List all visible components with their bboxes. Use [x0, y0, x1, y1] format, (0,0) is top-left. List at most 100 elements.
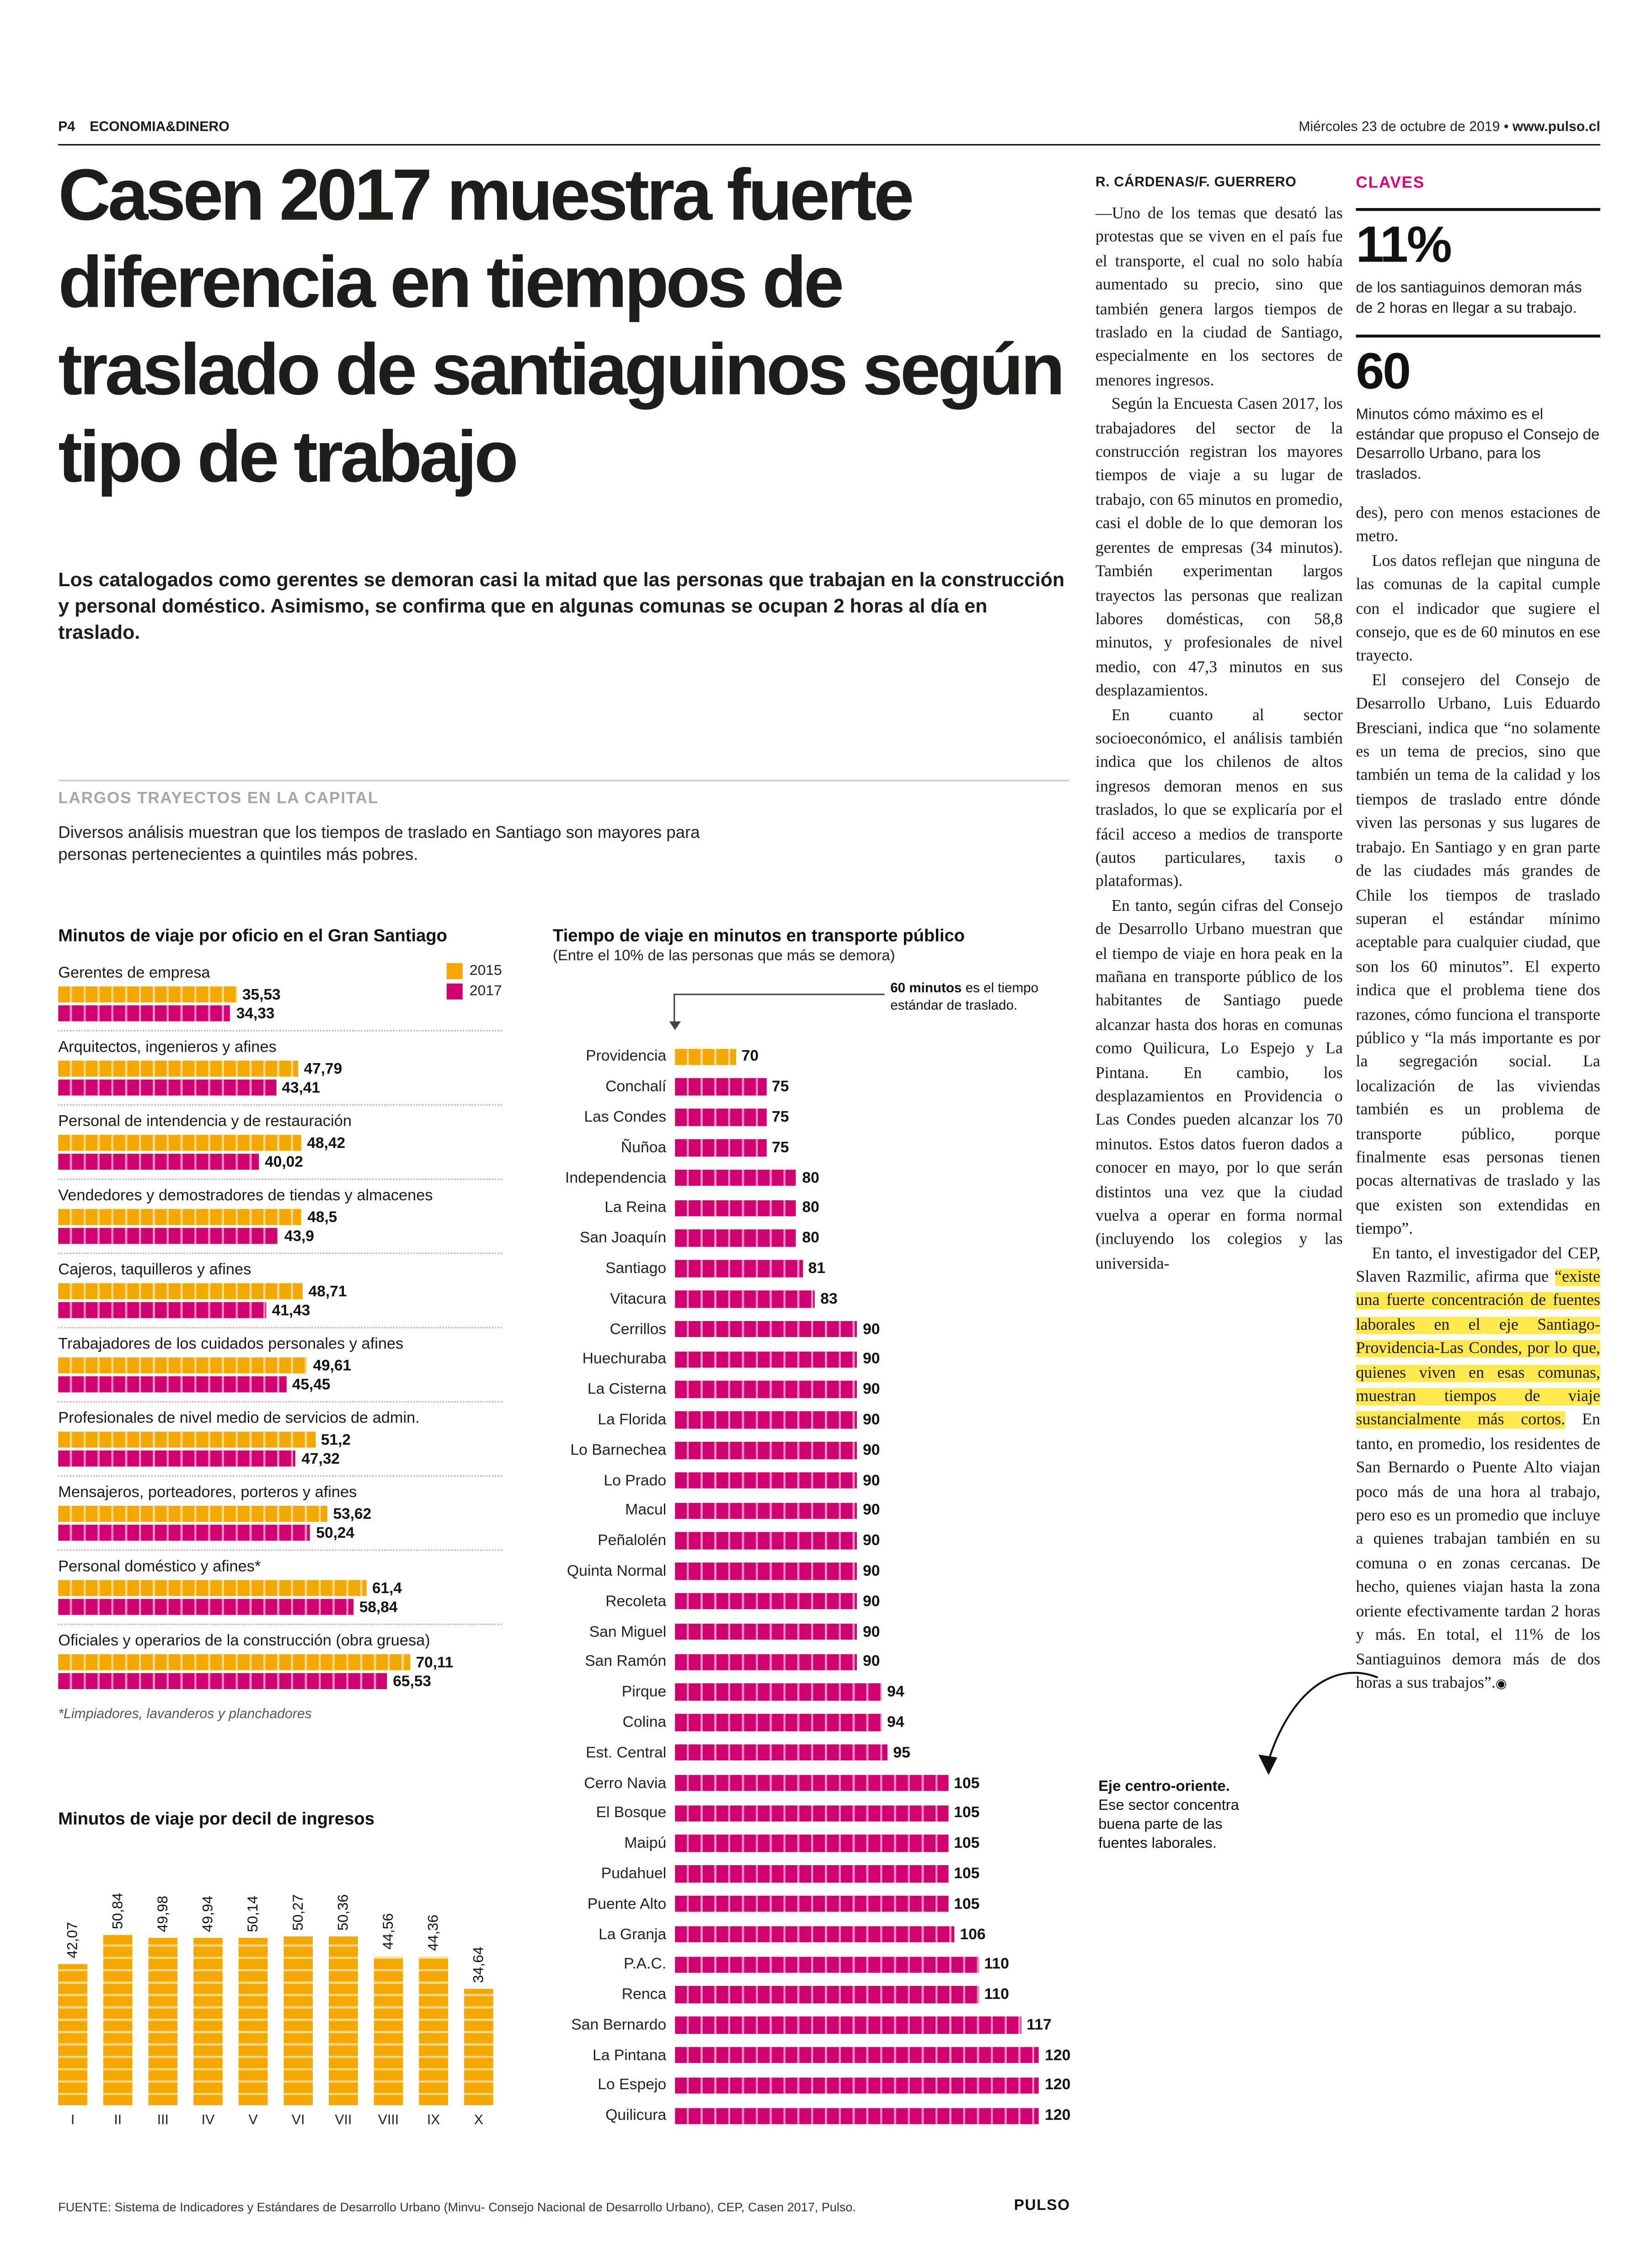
comuna-row: Recoleta 90: [553, 1586, 1076, 1616]
comuna-row: El Bosque 105: [553, 1798, 1076, 1828]
comuna-bar: [675, 1562, 857, 1580]
comuna-row: Vitacura 83: [553, 1284, 1076, 1314]
comuna-value: 120: [1045, 2107, 1071, 2125]
bar-2017: [58, 1376, 287, 1392]
comuna-value: 120: [1045, 2046, 1071, 2064]
comuna-label: El Bosque: [596, 1804, 667, 1822]
bar-2015: [58, 1506, 327, 1522]
comuna-bar: [675, 1835, 948, 1852]
article-paragraph: El consejero del Consejo de Desarrollo U…: [1356, 672, 1600, 1239]
comuna-bar: [675, 1684, 882, 1701]
comuna-label: Puente Alto: [587, 1895, 667, 1913]
comuna-bar: [675, 2047, 1039, 2064]
comuna-value: 75: [772, 1139, 789, 1156]
decil-bar: [148, 1938, 178, 2105]
curved-arrow-icon: [1258, 1672, 1378, 1775]
comuna-value: 105: [954, 1895, 980, 1913]
oficio-value: 70,11: [416, 1653, 454, 1671]
standard-annotation-rest: es el tiempo estándar de traslado.: [890, 980, 1039, 1012]
oficio-value: 49,61: [313, 1356, 352, 1375]
decil-bar: [329, 1936, 358, 2105]
headline: Casen 2017 muestra fuerte diferencia en …: [58, 154, 1065, 498]
oficio-value: 65,53: [393, 1672, 431, 1690]
standard-annotation-bold: 60 minutos: [890, 980, 962, 995]
comuna-bar: [675, 1805, 948, 1822]
comuna-bar: [675, 1199, 796, 1217]
comuna-bar: [675, 1472, 857, 1489]
oficio-bar-row: 51,2: [58, 1431, 502, 1449]
comuna-row: Quilicura 120: [553, 2101, 1076, 2131]
decil-value: 50,36: [335, 1894, 352, 1931]
decil-column: 50,14: [238, 1895, 268, 2105]
oficio-value: 43,41: [282, 1079, 321, 1097]
comuna-label: La Florida: [598, 1411, 667, 1429]
article-paragraph: —Uno de los temas que desató las protest…: [1095, 205, 1343, 390]
oficio-bar-row: 47,32: [58, 1450, 502, 1467]
claves-stat-2: 60 Minutos cómo máximo es el estándar qu…: [1356, 334, 1600, 485]
oficio-bar-row: 47,79: [58, 1059, 502, 1078]
comuna-bar: [675, 1109, 766, 1126]
comuna-label: San Miguel: [589, 1623, 667, 1641]
comuna-row: Ñuñoa 75: [553, 1133, 1076, 1163]
masthead-section: P4 ECONOMIA&DINERO: [58, 119, 244, 135]
decil-value: 34,64: [470, 1947, 487, 1984]
oficio-label: Arquitectos, ingenieros y afines: [58, 1038, 277, 1056]
comuna-label: Ñuñoa: [620, 1139, 667, 1156]
article-column-1: R. CÁRDENAS/F. GUERRERO —Uno de los tema…: [1096, 175, 1343, 1276]
comuna-row: Pirque 94: [553, 1677, 1076, 1707]
comuna-row: Est. Central 95: [553, 1738, 1076, 1768]
comuna-label: La Granja: [599, 1926, 667, 1943]
comuna-row: Quinta Normal 90: [553, 1556, 1076, 1586]
deciles-axis: I II III IV V VI VII VIII IX X: [58, 2113, 524, 2129]
comuna-value: 90: [863, 1441, 880, 1459]
comuna-label: Vitacura: [610, 1290, 667, 1308]
oficio-label: Profesionales de nivel medio de servicio…: [58, 1410, 420, 1428]
article-column-2: CLAVES 11% de los santiaguinos demoran m…: [1356, 175, 1600, 1696]
decil-bar: [283, 1937, 313, 2105]
bar-2017: [58, 1302, 267, 1318]
comuna-bar: [675, 1532, 857, 1550]
quote-highlight: “existe una fuerte concentración de fuen…: [1356, 1268, 1600, 1429]
comuna-row: Providencia 70: [553, 1042, 1076, 1072]
chart-legend: 2015 2017: [446, 963, 502, 1004]
comuna-value: 117: [1026, 2016, 1052, 2034]
comuna-bar: [675, 1986, 978, 2003]
section-label: ECONOMIA&DINERO: [90, 119, 230, 135]
oficio-value: 48,42: [307, 1134, 346, 1152]
comuna-row: Renca 110: [553, 1979, 1076, 2010]
comuna-label: Santiago: [605, 1260, 667, 1278]
comuna-bar: [675, 1290, 815, 1307]
comuna-value: 90: [863, 1411, 880, 1429]
comuna-value: 75: [772, 1108, 789, 1126]
decil-tick: III: [157, 2112, 169, 2129]
decil-value: 49,94: [200, 1896, 216, 1932]
comuna-bar: [675, 2107, 1039, 2124]
oficio-value: 47,79: [304, 1059, 342, 1078]
standard-annotation: 60 minutos es el tiempo estándar de tras…: [890, 980, 1071, 1014]
decil-bar: [419, 1957, 448, 2105]
chart-deciles: Minutos de viaje por decil de ingresos 4…: [58, 1808, 524, 2129]
oficio-group: Vendedores y demostradores de tiendas y …: [58, 1178, 502, 1252]
comuna-row: Pudahuel 105: [553, 1859, 1076, 1889]
oficio-value: 48,71: [308, 1282, 347, 1300]
bar-2015: [58, 1209, 302, 1225]
comuna-label: La Pintana: [593, 2046, 667, 2064]
comuna-value: 90: [863, 1653, 880, 1671]
deck: Los catalogados como gerentes se demoran…: [58, 569, 1065, 643]
comuna-bar: [675, 1260, 802, 1277]
comuna-row: Lo Prado 90: [553, 1465, 1076, 1495]
decil-column: 49,98: [148, 1896, 178, 2105]
chart-oficios: Minutos de viaje por oficio en el Gran S…: [58, 925, 502, 1722]
decil-bar: [103, 1935, 133, 2105]
oficio-label: Gerentes de empresa: [58, 964, 210, 982]
decil-bar: [464, 1989, 493, 2105]
comuna-bar: [675, 1865, 948, 1883]
comuna-row: La Florida 90: [553, 1405, 1076, 1435]
comuna-value: 80: [802, 1199, 819, 1217]
comuna-value: 105: [954, 1774, 980, 1792]
oficio-value: 51,2: [321, 1431, 351, 1449]
oficio-bar-row: 53,62: [58, 1505, 502, 1523]
decil-value: 50,27: [290, 1894, 306, 1931]
oficio-value: 41,43: [272, 1301, 310, 1319]
